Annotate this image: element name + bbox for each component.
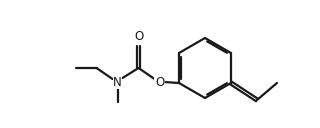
Text: N: N — [113, 76, 122, 88]
Text: O: O — [134, 30, 143, 43]
Text: O: O — [155, 76, 164, 88]
